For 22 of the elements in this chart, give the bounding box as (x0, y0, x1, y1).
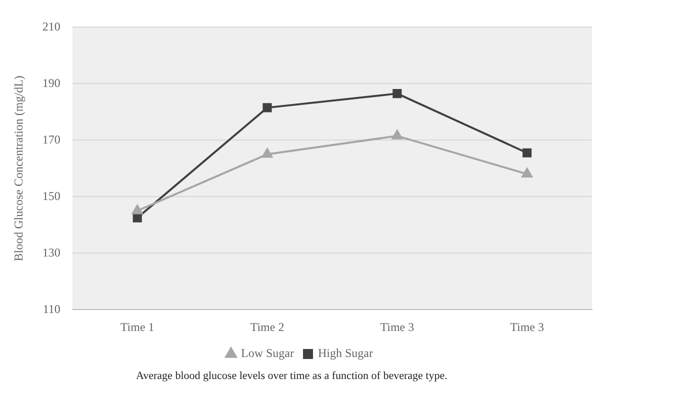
point (522, 148, 532, 158)
x-tick-label: Time 1 (120, 320, 154, 334)
point (132, 204, 143, 214)
text: Average blood glucose levels over time as a function of beverage type. (136, 370, 448, 382)
point (262, 148, 273, 158)
legend-label: Low Sugar (241, 346, 294, 360)
legend-label: High Sugar (318, 346, 373, 360)
point (522, 168, 532, 178)
point (262, 103, 272, 112)
y-tick-label: 210 (42, 19, 60, 34)
y-tick-label: 150 (42, 188, 60, 203)
x-tick-label: Time 3 (380, 320, 414, 334)
y-tick-label: 190 (42, 76, 60, 90)
point (392, 130, 402, 140)
y-tick-label: 130 (42, 245, 60, 260)
point (132, 213, 142, 222)
point (392, 89, 402, 98)
y-tick-label: 170 (42, 132, 60, 146)
y-tick-label: 110 (42, 302, 60, 316)
y-axis-title: Blood Glucose Concentration (mg/dL) (11, 76, 26, 262)
x-tick-label: Time 3 (510, 320, 544, 334)
x-tick-label: Time 2 (250, 320, 284, 334)
